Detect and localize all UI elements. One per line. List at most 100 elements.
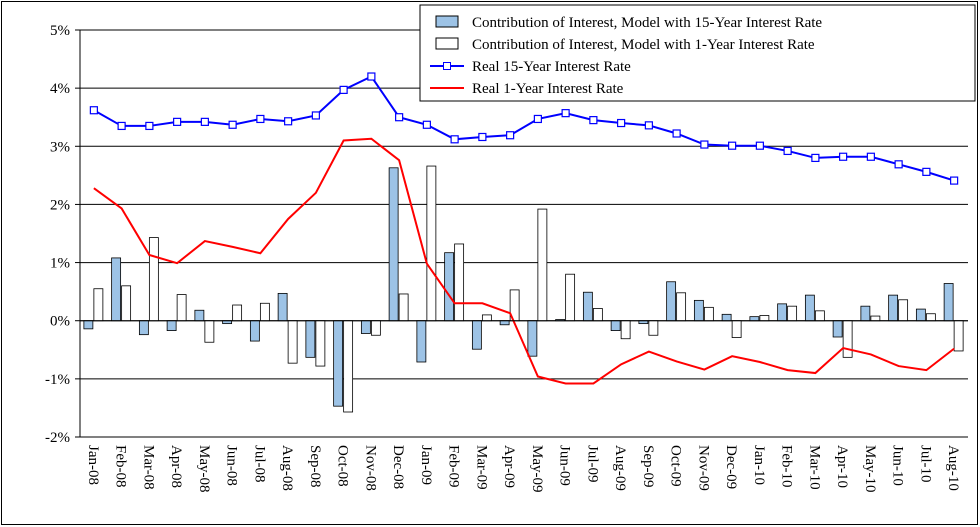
bar [277,292,288,322]
x-tick-label: Feb-10 [779,445,795,488]
line-marker [533,114,542,124]
line-marker [894,160,903,169]
bar [204,320,215,343]
line-marker [728,141,737,150]
line-marker [422,120,431,129]
bar [592,308,603,322]
x-tick-label: Nov-08 [362,445,378,491]
x-tick-label: Jan-10 [751,445,767,485]
bar [527,320,538,357]
bar [777,303,788,322]
legend-label: Contribution of Interest, Model with 1-Y… [472,37,815,53]
bar [166,320,177,331]
line-marker [228,120,237,129]
line [93,137,955,385]
y-tick-label: 0% [50,314,70,330]
bar [315,320,326,367]
line-marker [284,117,293,126]
x-tick-label: Oct-09 [668,445,684,487]
bar [370,320,381,336]
line-marker [339,85,348,94]
bar [121,285,132,322]
x-tick-label: Jan-09 [418,445,434,485]
x-tick-label: Mar-09 [473,445,489,490]
x-tick-label: Jun-09 [557,445,573,486]
line-marker [311,111,320,120]
legend-swatch [435,15,459,28]
bar [360,320,371,334]
bar [759,315,770,322]
x-tick-label: Dec-08 [390,445,406,489]
line-marker [589,116,598,125]
bar [666,281,677,322]
bar [925,313,936,322]
bar [249,320,260,342]
bar [287,320,298,364]
bar [148,237,159,322]
bar [537,208,548,322]
bar [888,294,899,322]
bar [860,305,871,322]
line-marker [644,121,653,130]
line-marker [367,72,376,81]
line-marker [672,129,681,138]
bar [814,310,825,322]
bar [305,320,316,358]
line-marker [117,121,126,131]
bar [416,320,427,363]
line-marker [256,114,265,124]
bar [787,305,798,322]
y-tick-label: 5% [50,23,70,39]
x-tick-label: Nov-09 [695,445,711,491]
x-tick-label: Jun-08 [224,445,240,486]
bar [721,313,732,322]
line-marker [617,118,626,128]
y-tick-label: 4% [50,81,70,97]
line-marker [950,176,959,185]
x-tick-label: Aug-10 [945,445,961,491]
x-tick-label: Feb-09 [446,445,462,488]
bar [953,320,964,352]
x-tick-label: Dec-09 [723,445,739,489]
x-tick-label: Apr-08 [168,445,184,488]
legend-marker [443,62,451,70]
bar [481,314,492,322]
legend-label: Contribution of Interest, Model with 15-… [472,15,822,31]
line-marker [145,121,154,131]
bar [111,257,122,322]
line-marker [173,117,182,126]
line-marker [839,152,848,161]
bar [731,320,742,338]
x-tick-label: Apr-09 [501,445,517,488]
y-tick-label: 1% [50,256,70,272]
x-tick-label: Jul-09 [584,445,600,483]
x-tick-label: May-08 [196,445,212,493]
bar [749,316,760,322]
x-tick-label: Oct-08 [335,445,351,487]
x-tick-label: Feb-08 [113,445,129,488]
x-tick-label: May-09 [529,445,545,493]
bar [898,299,909,322]
bar [943,283,954,322]
y-tick-label: -1% [45,372,70,388]
bar [83,320,94,330]
line-marker [783,146,792,156]
y-tick-label: 3% [50,139,70,155]
x-tick-label: Jan-08 [85,445,101,485]
bar [454,243,465,322]
x-tick-label: Aug-09 [612,445,628,491]
line-marker [866,152,875,161]
x-tick-label: Apr-10 [834,445,850,488]
bar [388,167,399,322]
bar [194,309,205,322]
legend-label: Real 15-Year Interest Rate [472,59,631,75]
x-tick-label: May-10 [862,445,878,493]
bar [582,291,593,322]
x-tick-label: Aug-08 [279,445,295,491]
bar [693,299,704,322]
x-tick-label: Jun-10 [890,445,906,486]
bar [333,320,344,407]
line-marker [755,141,764,150]
y-tick-label: 2% [50,197,70,213]
